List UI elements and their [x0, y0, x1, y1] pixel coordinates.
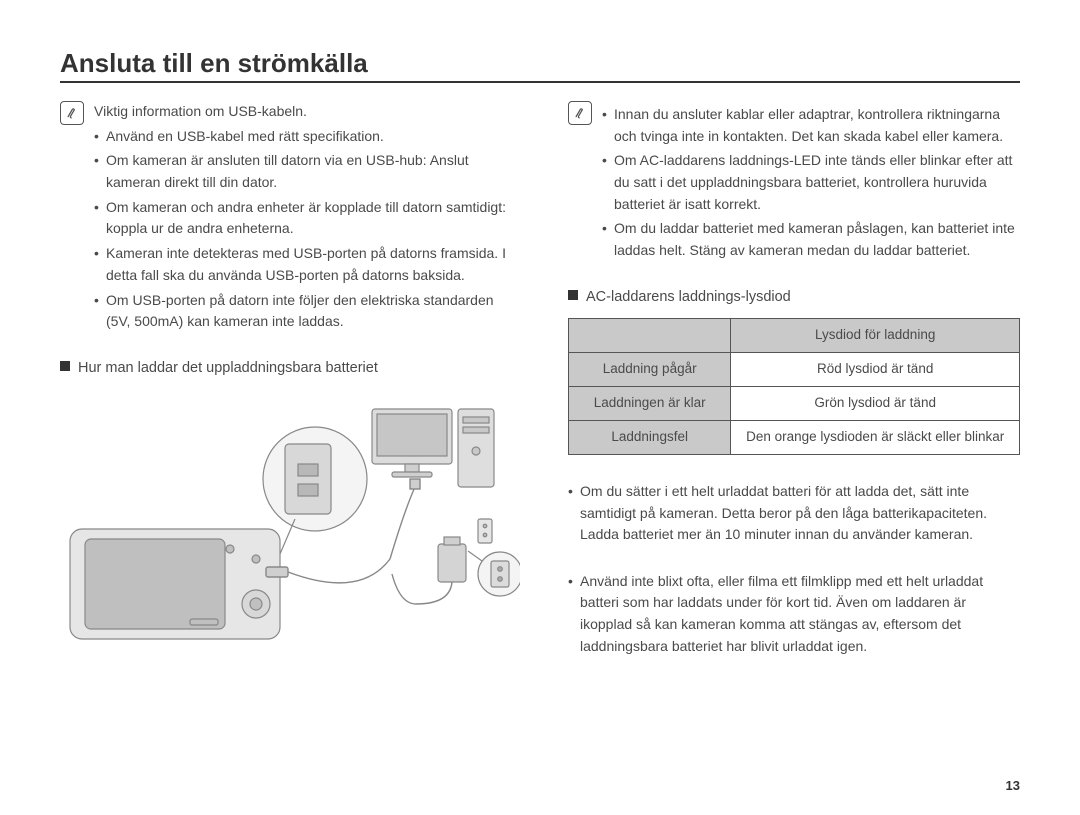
list-item: Kameran inte detekteras med USB-porten p…	[94, 243, 520, 286]
list-item: Om kameran och andra enheter är kopplade…	[94, 197, 520, 240]
usb-bullet-list: Använd en USB-kabel med rätt specifikati…	[94, 126, 520, 333]
list-item: Om USB-porten på datorn inte följer den …	[94, 290, 520, 333]
list-item: Använd en USB-kabel med rätt specifikati…	[94, 126, 520, 148]
connection-bullet-list: Innan du ansluter kablar eller adaptrar,…	[602, 104, 1020, 262]
list-item: Innan du ansluter kablar eller adaptrar,…	[602, 104, 1020, 147]
list-item: Om kameran är ansluten till datorn via e…	[94, 150, 520, 193]
table-header	[569, 319, 731, 353]
list-item: Om du laddar batteriet med kameran påsla…	[602, 218, 1020, 261]
table-cell: Laddningen är klar	[569, 387, 731, 421]
usb-cable-note: Viktig information om USB-kabeln. Använd…	[60, 101, 520, 333]
info-paragraphs: Om du sätter i ett helt urladdat batteri…	[568, 481, 1020, 658]
table-row: Laddning pågår Röd lysdiod är tänd	[569, 353, 1020, 387]
note-body: Innan du ansluter kablar eller adaptrar,…	[602, 101, 1020, 262]
two-column-layout: Viktig information om USB-kabeln. Använd…	[60, 101, 1020, 657]
info-paragraph: Använd inte blixt ofta, eller filma ett …	[568, 571, 1020, 658]
charge-battery-heading: Hur man laddar det uppladdningsbara batt…	[60, 357, 520, 379]
table-cell: Den orange lysdioden är släckt eller bli…	[731, 421, 1020, 455]
table-row: Laddningen är klar Grön lysdiod är tänd	[569, 387, 1020, 421]
note-intro: Viktig information om USB-kabeln.	[94, 101, 520, 123]
info-paragraph: Om du sätter i ett helt urladdat batteri…	[568, 481, 1020, 546]
table-cell: Laddning pågår	[569, 353, 731, 387]
square-bullet-icon	[60, 361, 70, 371]
connection-note: Innan du ansluter kablar eller adaptrar,…	[568, 101, 1020, 262]
list-item: Om AC-laddarens laddnings-LED inte tänds…	[602, 150, 1020, 215]
right-column: Innan du ansluter kablar eller adaptrar,…	[568, 101, 1020, 657]
section-heading-text: AC-laddarens laddnings-lysdiod	[586, 286, 791, 308]
note-icon	[60, 101, 84, 125]
note-icon	[568, 101, 592, 125]
table-cell: Grön lysdiod är tänd	[731, 387, 1020, 421]
left-column: Viktig information om USB-kabeln. Använd…	[60, 101, 520, 657]
page-number: 13	[1006, 778, 1020, 793]
page-title: Ansluta till en strömkälla	[60, 48, 1020, 79]
led-status-table: Lysdiod för laddning Laddning pågår Röd …	[568, 318, 1020, 455]
table-cell: Laddningsfel	[569, 421, 731, 455]
table-row: Laddningsfel Den orange lysdioden är slä…	[569, 421, 1020, 455]
section-heading-text: Hur man laddar det uppladdningsbara batt…	[78, 357, 378, 379]
table-cell: Röd lysdiod är tänd	[731, 353, 1020, 387]
title-rule	[60, 81, 1020, 83]
table-header: Lysdiod för laddning	[731, 319, 1020, 353]
square-bullet-icon	[568, 290, 578, 300]
led-heading: AC-laddarens laddnings-lysdiod	[568, 286, 1020, 308]
note-body: Viktig information om USB-kabeln. Använd…	[94, 101, 520, 333]
charging-illustration	[60, 389, 520, 644]
